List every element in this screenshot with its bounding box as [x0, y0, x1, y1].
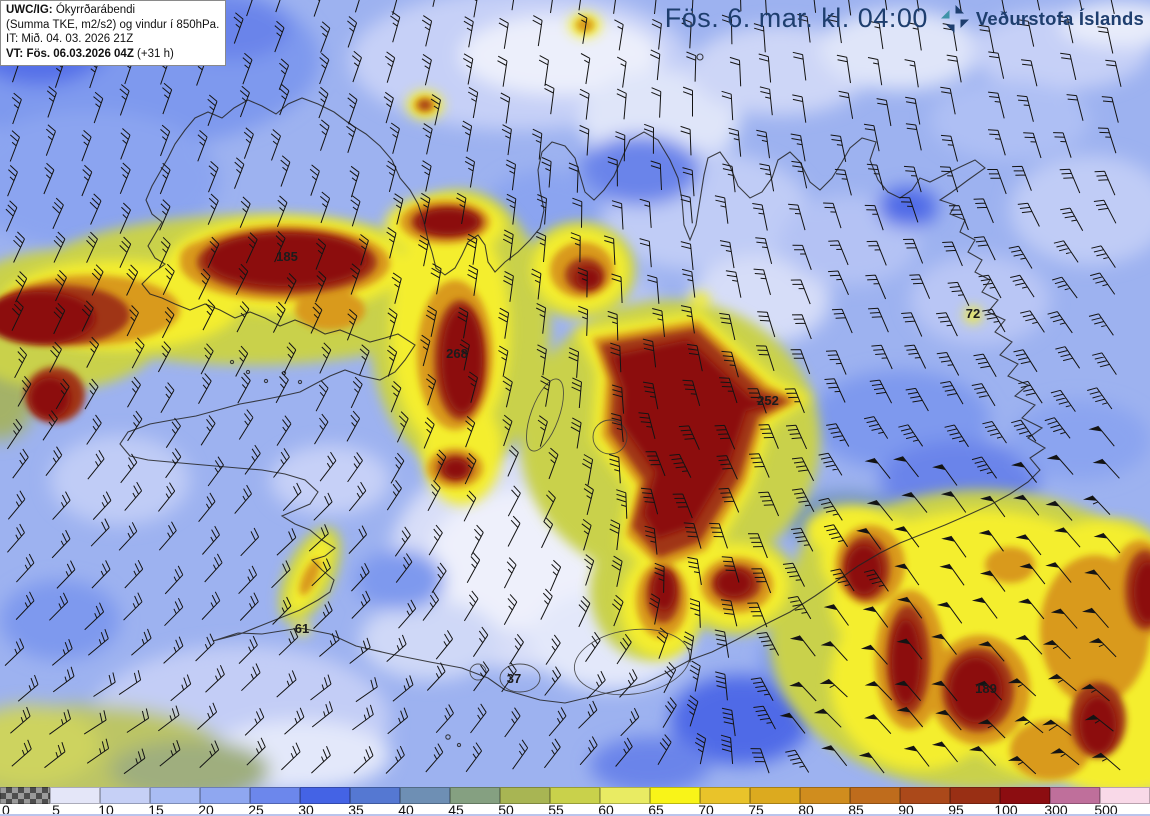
legend-tick-labels: 0 5 10 15 20 25 30 35 40 45 50 55 60 65 70 75 80 85 90 95 10…	[0, 802, 1150, 816]
legend-cell	[100, 787, 150, 804]
legend-cell	[150, 787, 200, 804]
legend-tick-label: 100	[994, 802, 1018, 816]
legend-cell	[300, 787, 350, 804]
legend-tick-label: 500	[1094, 802, 1118, 816]
color-scale-legend: 0 5 10 15 20 25 30 35 40 45 50 55 60 65 70 75 80 85 90 95 10…	[0, 787, 1150, 816]
legend-cell	[950, 787, 1000, 804]
legend-tick-label: 90	[898, 802, 914, 816]
legend-cell	[1050, 787, 1100, 804]
legend-tick-label: 15	[148, 802, 164, 816]
legend-color-bar	[0, 787, 1150, 804]
tke-color-field: 185 268 252 72 61 37 189	[0, 0, 1150, 787]
legend-cell	[900, 787, 950, 804]
legend-tick-label: 95	[948, 802, 964, 816]
legend-tick-label: 55	[548, 802, 564, 816]
legend-cell	[350, 787, 400, 804]
legend-tick-label: 75	[748, 802, 764, 816]
legend-cell	[0, 787, 50, 804]
legend-tick-label: 65	[648, 802, 664, 816]
legend-cell	[50, 787, 100, 804]
info-line-3: IT: Mið. 04. 03. 2026 21Z	[6, 33, 134, 46]
model-info-box: UWC/IG: Ókyrrðarábendi (Summa TKE, m2/s2…	[0, 0, 227, 66]
tke-max-label: 72	[966, 306, 980, 321]
legend-cell	[1000, 787, 1050, 804]
legend-tick-label: 45	[448, 802, 464, 816]
info-line-4: VT: Fös. 06.03.2026 04Z (+31 h)	[6, 48, 174, 61]
tke-max-label: 37	[507, 671, 521, 686]
legend-tick-label: 0	[2, 802, 10, 816]
legend-bottom-strip	[0, 814, 1150, 816]
weather-map: 185 268 252 72 61 37 189	[0, 0, 1150, 787]
legend-tick-label: 50	[498, 802, 514, 816]
legend-tick-label: 80	[798, 802, 814, 816]
legend-cell	[200, 787, 250, 804]
legend-cell	[450, 787, 500, 804]
tke-max-label: 268	[446, 346, 468, 361]
legend-tick-label: 70	[698, 802, 714, 816]
valid-datetime: Fös. 6. mar. kl. 04:00	[664, 3, 928, 33]
tke-max-label: 252	[757, 393, 779, 408]
map-canvas: 185 268 252 72 61 37 189	[0, 0, 1150, 787]
legend-tick-label: 35	[348, 802, 364, 816]
legend-cell	[750, 787, 800, 804]
header-right: Fös. 6. mar. kl. 04:00 Veðurstofa Ísland…	[665, 3, 1144, 34]
legend-cell	[800, 787, 850, 804]
legend-cell	[1100, 787, 1150, 804]
info-line-2: (Summa TKE, m2/s2) og vindur í 850hPa.	[6, 18, 220, 31]
tke-max-label: 185	[276, 249, 298, 264]
legend-tick-label: 25	[248, 802, 264, 816]
legend-tick-label: 10	[98, 802, 114, 816]
tke-max-label: 61	[295, 621, 309, 636]
legend-tick-label: 85	[848, 802, 864, 816]
legend-tick-label: 300	[1044, 802, 1068, 816]
legend-tick-label: 60	[598, 802, 614, 816]
legend-tick-label: 20	[198, 802, 214, 816]
legend-cell	[500, 787, 550, 804]
legend-cell	[700, 787, 750, 804]
legend-tick-label: 30	[298, 802, 314, 816]
legend-cell	[550, 787, 600, 804]
met-office-logo-icon	[940, 4, 969, 33]
legend-cell	[650, 787, 700, 804]
met-office-name: Veðurstofa Íslands	[975, 7, 1144, 29]
legend-cell	[400, 787, 450, 804]
legend-cell	[600, 787, 650, 804]
tke-max-label: 189	[975, 681, 997, 696]
legend-tick-label: 5	[52, 802, 60, 816]
legend-cell	[850, 787, 900, 804]
info-line-1: UWC/IG: Ókyrrðarábendi	[6, 4, 136, 16]
legend-cell	[250, 787, 300, 804]
legend-tick-label: 40	[398, 802, 414, 816]
tke-max-labels: 185 268 252 72 61 37 189	[276, 249, 997, 696]
met-office-logo: Veðurstofa Íslands	[940, 4, 1144, 34]
